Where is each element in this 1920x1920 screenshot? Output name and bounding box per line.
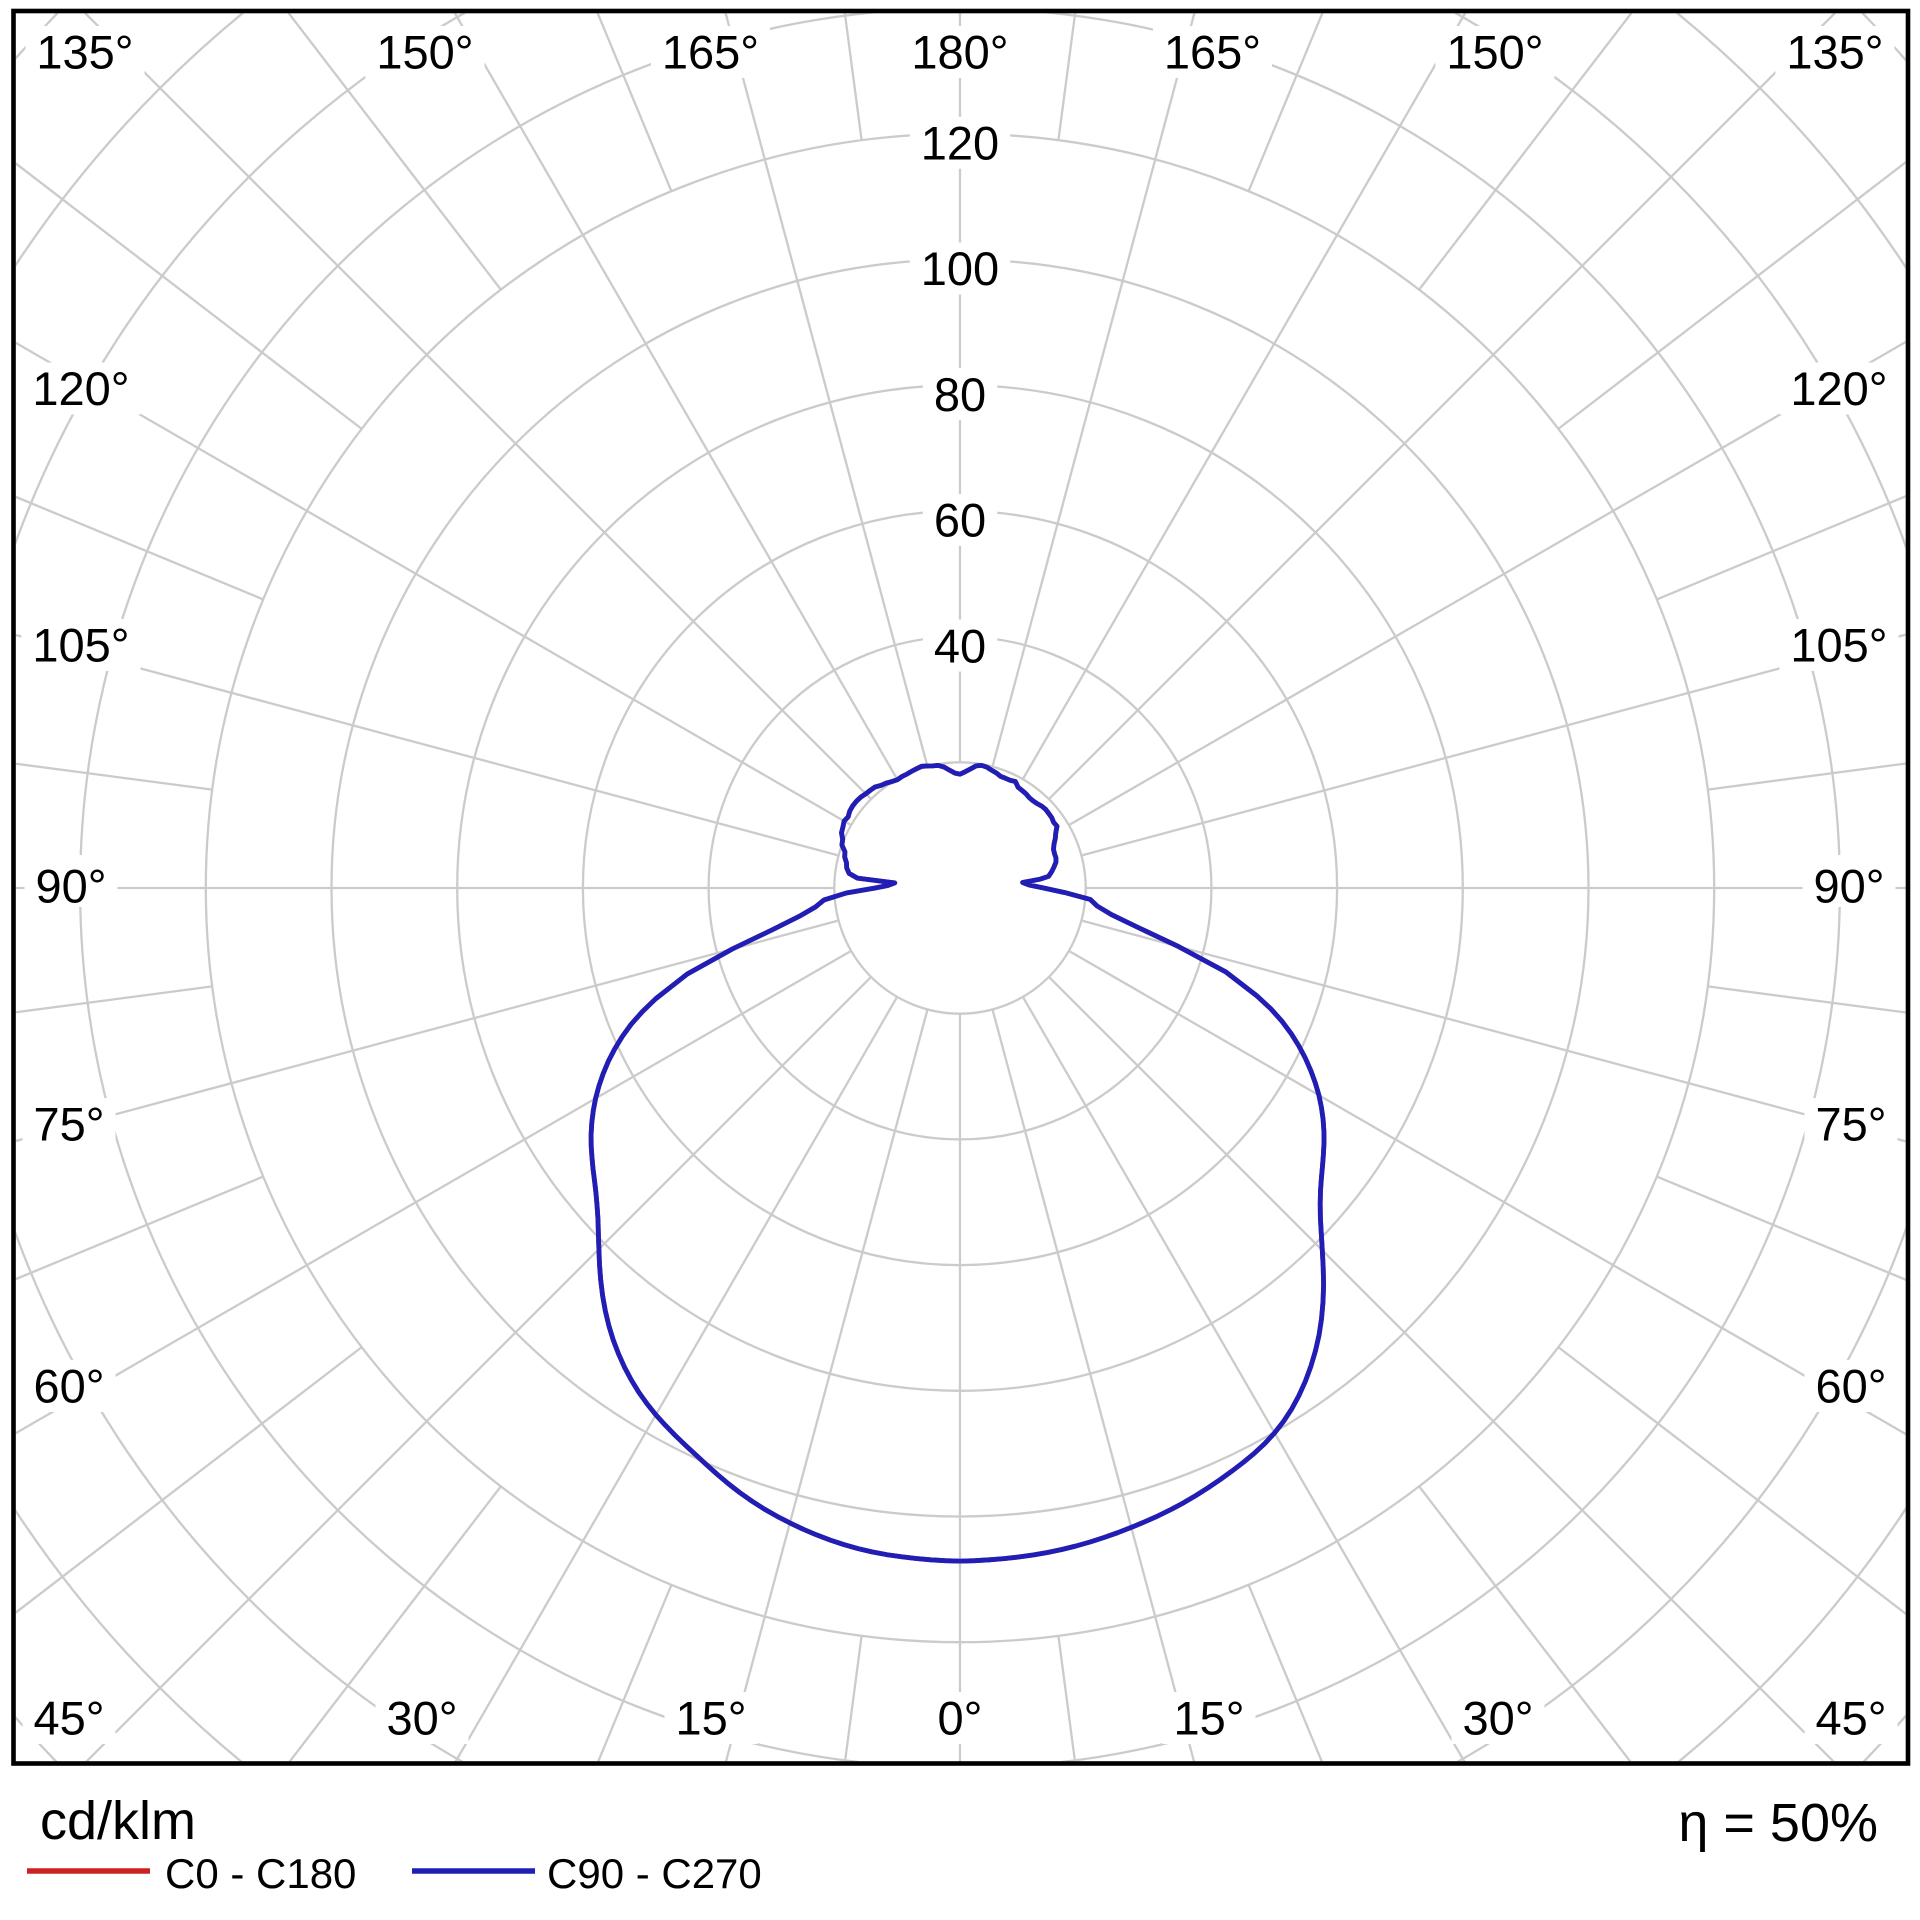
svg-text:165°: 165° bbox=[1164, 26, 1261, 79]
svg-text:135°: 135° bbox=[1786, 26, 1883, 79]
svg-text:45°: 45° bbox=[33, 1692, 104, 1745]
svg-text:15°: 15° bbox=[1173, 1692, 1244, 1745]
svg-text:90°: 90° bbox=[35, 860, 106, 913]
svg-text:165°: 165° bbox=[662, 26, 759, 79]
svg-text:135°: 135° bbox=[36, 26, 133, 79]
svg-text:120: 120 bbox=[921, 117, 999, 170]
svg-text:90°: 90° bbox=[1813, 860, 1884, 913]
svg-text:120°: 120° bbox=[32, 362, 129, 415]
svg-text:60: 60 bbox=[934, 494, 986, 547]
svg-text:75°: 75° bbox=[1815, 1098, 1886, 1151]
svg-text:C0 - C180: C0 - C180 bbox=[165, 1850, 356, 1897]
svg-text:120°: 120° bbox=[1790, 362, 1887, 415]
svg-text:45°: 45° bbox=[1815, 1692, 1886, 1745]
svg-text:cd/klm: cd/klm bbox=[40, 1791, 196, 1851]
svg-text:75°: 75° bbox=[33, 1098, 104, 1151]
svg-text:15°: 15° bbox=[675, 1692, 746, 1745]
svg-text:150°: 150° bbox=[376, 26, 473, 79]
svg-text:C90 - C270: C90 - C270 bbox=[547, 1850, 762, 1897]
svg-text:40: 40 bbox=[934, 619, 986, 672]
svg-text:100: 100 bbox=[921, 242, 999, 295]
svg-text:30°: 30° bbox=[1462, 1692, 1533, 1745]
svg-text:150°: 150° bbox=[1446, 26, 1543, 79]
svg-text:180°: 180° bbox=[911, 26, 1008, 79]
svg-text:η = 50%: η = 50% bbox=[1678, 1793, 1878, 1853]
svg-text:30°: 30° bbox=[386, 1692, 457, 1745]
svg-text:105°: 105° bbox=[32, 619, 129, 672]
svg-text:105°: 105° bbox=[1790, 619, 1887, 672]
svg-text:60°: 60° bbox=[33, 1360, 104, 1413]
svg-text:80: 80 bbox=[934, 368, 986, 421]
svg-text:0°: 0° bbox=[938, 1692, 983, 1745]
svg-text:60°: 60° bbox=[1815, 1360, 1886, 1413]
